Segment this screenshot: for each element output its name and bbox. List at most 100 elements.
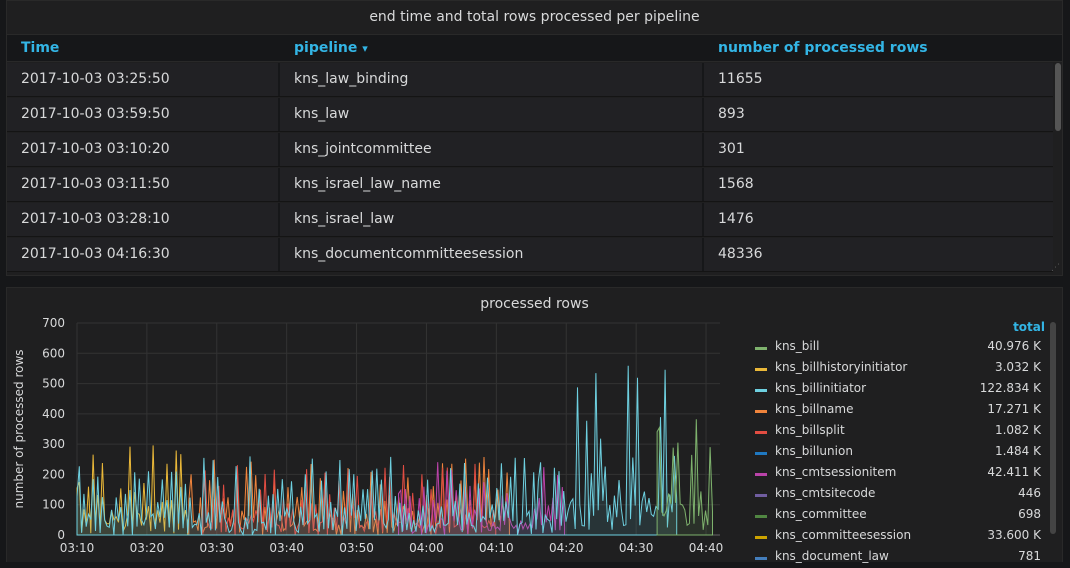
x-tick-label: 03:40	[269, 541, 304, 555]
y-tick-label: 400	[42, 407, 65, 421]
legend-series-name[interactable]: kns_billname	[775, 402, 854, 416]
x-tick-label: 04:10	[479, 541, 514, 555]
legend-item[interactable]: kns_billname 17.271 K	[755, 400, 1045, 421]
column-separator	[702, 133, 704, 166]
legend-series-total: 122.834 K	[979, 381, 1041, 395]
series-kns_cmtsessionitem[interactable]	[398, 462, 566, 536]
cell-pipeline: kns_jointcommittee	[294, 141, 432, 157]
legend-total-header[interactable]: total	[1013, 320, 1045, 334]
legend-item[interactable]: kns_committee 698	[755, 505, 1045, 526]
legend-series-total: 3.032 K	[994, 360, 1041, 374]
legend-series-total: 42.411 K	[987, 465, 1041, 479]
y-tick-label: 200	[42, 467, 65, 481]
table-scrollbar[interactable]	[1055, 63, 1061, 131]
legend-color-swatch	[755, 368, 767, 371]
legend-color-swatch	[755, 515, 767, 518]
graph-panel-title[interactable]: processed rows	[480, 296, 589, 312]
table-row: 2017-10-03 03:28:10 kns_israel_law 1476	[7, 203, 1053, 237]
cell-rows: 1568	[718, 176, 754, 192]
legend-color-swatch	[755, 536, 767, 539]
cell-time: 2017-10-03 03:10:20	[21, 141, 170, 157]
table-row: 2017-10-03 04:16:30 kns_documentcommittee…	[7, 238, 1053, 272]
legend-series-total: 781	[1018, 549, 1041, 563]
y-tick-label: 700	[42, 316, 65, 330]
table-panel: end time and total rows processed per pi…	[6, 0, 1063, 276]
column-header-pipeline[interactable]: pipeline ▾	[294, 40, 368, 56]
resize-handle-icon[interactable]: ⋰	[1051, 263, 1060, 273]
legend-item[interactable]: kns_cmtsitecode 446	[755, 484, 1045, 505]
table-row: 2017-10-03 03:59:50 kns_law 893	[7, 98, 1053, 132]
cell-rows: 301	[718, 141, 745, 157]
series-kns_billinitiator[interactable]	[76, 365, 678, 537]
legend-series-name[interactable]: kns_billinitiator	[775, 381, 867, 395]
y-tick-label: 500	[42, 377, 65, 391]
legend-color-swatch	[755, 452, 767, 455]
legend-item[interactable]: kns_bill 40.976 K	[755, 337, 1045, 358]
legend-item[interactable]: kns_document_law 781	[755, 547, 1045, 568]
column-separator	[278, 63, 280, 96]
column-header-rows[interactable]: number of processed rows	[718, 40, 928, 56]
legend-series-total: 17.271 K	[987, 402, 1041, 416]
legend-item[interactable]: kns_cmtsessionitem 42.411 K	[755, 463, 1045, 484]
legend-series-total: 1.082 K	[994, 423, 1041, 437]
cell-rows: 1476	[718, 211, 754, 227]
legend-color-swatch	[755, 494, 767, 497]
legend-color-swatch	[755, 389, 767, 392]
cell-pipeline: kns_law_binding	[294, 71, 409, 87]
column-separator	[702, 203, 704, 236]
processed-rows-chart[interactable]: 0 100 200 300 400 500 600 700 03:10 03:20 03:30 03:…	[7, 288, 747, 563]
table-row: 2017-10-03 03:25:50 kns_law_binding 11655	[7, 63, 1053, 97]
legend-color-swatch	[755, 347, 767, 350]
cell-time: 2017-10-03 03:11:50	[21, 176, 170, 192]
legend-series-name[interactable]: kns_committee	[775, 507, 867, 521]
cell-time: 2017-10-03 04:16:30	[21, 246, 170, 262]
column-separator	[278, 133, 280, 166]
cell-pipeline: kns_israel_law_name	[294, 176, 441, 192]
cell-rows: 11655	[718, 71, 763, 87]
legend-series-name[interactable]: kns_bill	[775, 339, 820, 353]
legend-series-name[interactable]: kns_billunion	[775, 444, 853, 458]
column-separator	[278, 238, 280, 271]
legend-series-name[interactable]: kns_document_law	[775, 549, 889, 563]
cell-time: 2017-10-03 03:28:10	[21, 211, 170, 227]
x-tick-label: 03:30	[199, 541, 234, 555]
x-tick-label: 03:20	[130, 541, 165, 555]
series-kns_bill[interactable]	[656, 419, 713, 536]
x-tick-label: 03:50	[339, 541, 374, 555]
legend-item[interactable]: kns_billhistoryinitiator 3.032 K	[755, 358, 1045, 379]
legend-series-name[interactable]: kns_committeesession	[775, 528, 912, 542]
graph-panel: processed rows 0 100 200 300 400 500 600 700 03:…	[6, 287, 1063, 563]
legend-series-name[interactable]: kns_billhistoryinitiator	[775, 360, 908, 374]
x-tick-label: 04:20	[549, 541, 584, 555]
sort-descending-icon: ▾	[362, 42, 368, 55]
table-panel-title[interactable]: end time and total rows processed per pi…	[369, 9, 700, 25]
cell-pipeline: kns_law	[294, 106, 350, 122]
column-separator	[702, 168, 704, 201]
x-tick-label: 04:00	[409, 541, 444, 555]
legend-series-name[interactable]: kns_cmtsessionitem	[775, 465, 897, 479]
legend-series-total: 40.976 K	[987, 339, 1041, 353]
legend-series-name[interactable]: kns_billsplit	[775, 423, 845, 437]
legend-series-name[interactable]: kns_cmtsitecode	[775, 486, 876, 500]
y-tick-label: 300	[42, 437, 65, 451]
x-tick-label: 03:10	[60, 541, 95, 555]
x-tick-label: 04:40	[689, 541, 724, 555]
legend-item[interactable]: kns_billunion 1.484 K	[755, 442, 1045, 463]
y-tick-label: 100	[42, 498, 65, 512]
column-separator	[278, 203, 280, 236]
table-header: Time pipeline ▾ number of processed rows	[7, 34, 1062, 62]
legend-item[interactable]: kns_committeesession 33.600 K	[755, 526, 1045, 547]
y-axis-label: number of processed rows	[12, 349, 26, 508]
legend-scrollbar[interactable]	[1050, 322, 1056, 534]
legend-color-swatch	[755, 431, 767, 434]
column-separator	[702, 98, 704, 131]
legend-series-total: 698	[1018, 507, 1041, 521]
column-header-time[interactable]: Time	[21, 40, 60, 56]
legend-item[interactable]: kns_billsplit 1.082 K	[755, 421, 1045, 442]
cell-pipeline: kns_israel_law	[294, 211, 395, 227]
column-separator	[702, 63, 704, 96]
table-row: 2017-10-03 03:10:20 kns_jointcommittee 301	[7, 133, 1053, 167]
legend-item[interactable]: kns_billinitiator 122.834 K	[755, 379, 1045, 400]
column-separator	[278, 98, 280, 131]
table-row: 2017-10-03 03:11:50 kns_israel_law_name 15…	[7, 168, 1053, 202]
